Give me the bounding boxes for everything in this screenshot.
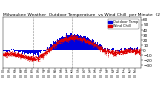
Text: Milwaukee Weather  Outdoor Temperature  vs Wind Chill  per Minute  (24 Hours): Milwaukee Weather Outdoor Temperature vs… [3,13,160,17]
Legend: Outdoor Temp, Wind Chill: Outdoor Temp, Wind Chill [108,19,139,29]
